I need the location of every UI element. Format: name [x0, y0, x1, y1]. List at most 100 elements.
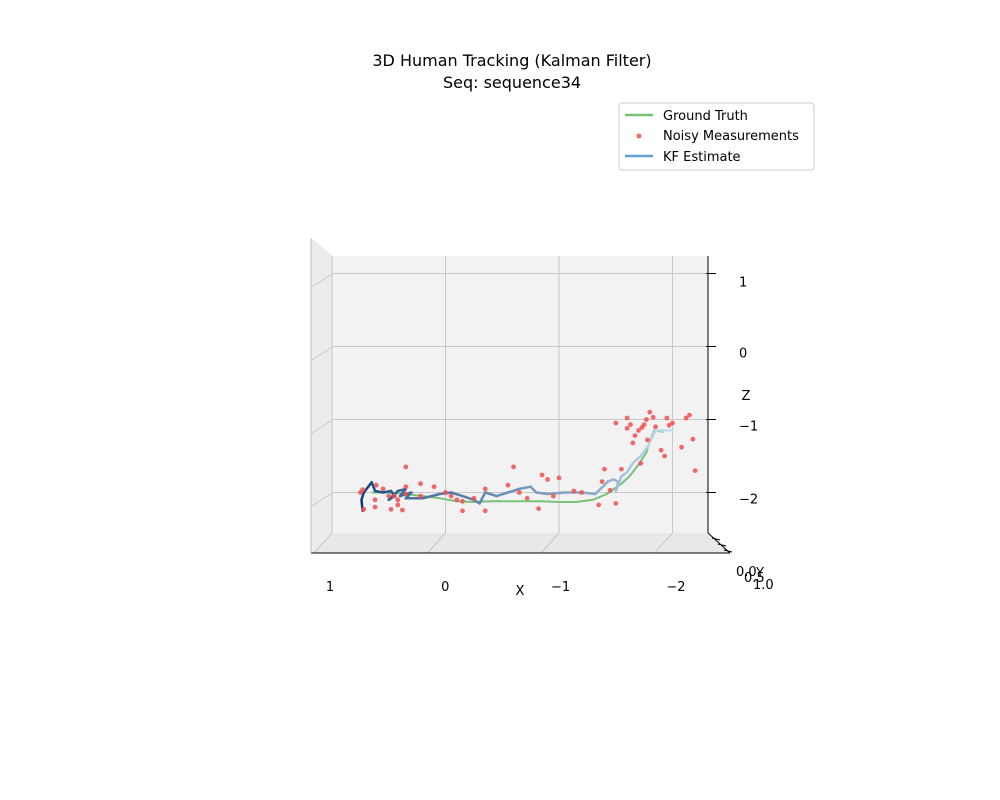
kf-estimate-segment	[535, 491, 549, 496]
z-tick-label: 1	[739, 276, 747, 291]
measurement-point	[372, 504, 378, 510]
chart-subtitle: Seq: sequence34	[443, 73, 581, 92]
measurement-point	[664, 415, 670, 421]
kf-estimate-segment	[478, 491, 487, 505]
measurement-point	[644, 417, 649, 422]
measurement-point	[647, 409, 653, 415]
chart-title: 3D Human Tracking (Kalman Filter)	[372, 51, 651, 70]
measurement-point	[607, 487, 613, 493]
measurement-point	[418, 493, 423, 499]
kf-estimate-segment	[495, 491, 510, 498]
grid-line-x-floor	[427, 532, 446, 554]
x-axis-label: X	[516, 584, 525, 599]
kf-estimate-segment	[650, 429, 657, 440]
measurement-point	[683, 415, 689, 421]
measurement-point	[613, 501, 619, 506]
axis-lines	[310, 238, 731, 554]
y-tick-label: 1.0	[753, 578, 774, 593]
grid-lines	[310, 256, 708, 554]
grid-line-x-floor	[540, 532, 560, 554]
kf-estimate-segment	[625, 462, 635, 474]
axis-ticks: 1 0 −1 −2 1 0 −1 −2	[326, 273, 758, 595]
legend-box	[618, 102, 815, 171]
measurement-point	[460, 508, 465, 514]
measurement-point	[403, 464, 409, 470]
back-pane	[333, 256, 708, 533]
measurement-point	[448, 493, 454, 499]
measurement-point	[392, 493, 397, 499]
measurement-point	[361, 506, 367, 512]
axes-panes	[311, 238, 730, 553]
x-tick-label: −2	[666, 580, 685, 595]
measurement-point	[545, 477, 550, 482]
measurement-point	[571, 488, 577, 494]
measurement-point	[556, 475, 562, 481]
measurement-point	[482, 508, 488, 514]
legend: Ground Truth Noisy Measurements KF Estim…	[618, 102, 815, 171]
measurement-point	[395, 502, 401, 508]
plot-series	[358, 409, 698, 514]
kf-estimate-segment	[639, 445, 649, 458]
measurement-point	[624, 425, 630, 431]
measurement-point	[471, 495, 477, 501]
kf-estimate-segment	[631, 454, 642, 465]
kf-estimate-segment	[646, 436, 654, 449]
y-tick-mark	[717, 543, 727, 547]
measurement-point	[403, 491, 409, 497]
measurement-point	[400, 507, 405, 513]
grid-line-x-floor	[313, 532, 333, 554]
y-tick-mark	[711, 537, 721, 541]
measurement-point	[380, 486, 386, 492]
x-tick-label: −1	[551, 580, 570, 595]
measurement-point	[360, 487, 365, 492]
measurement-point	[550, 493, 556, 499]
measurement-point	[636, 428, 641, 433]
kf-estimate-segment	[449, 491, 464, 498]
measurement-point	[687, 412, 692, 418]
measurement-point	[454, 497, 460, 503]
measurement-point	[524, 495, 530, 501]
z-tick-label: 0	[739, 347, 747, 362]
grid-line-z-left	[310, 492, 334, 507]
kf-estimate-segment	[529, 485, 538, 494]
grid-line-z-left	[310, 346, 334, 361]
kf-estimate-segment	[594, 486, 604, 496]
z-tick-label: −1	[739, 420, 758, 435]
measurement-point	[579, 490, 585, 495]
grid-line-x-floor	[654, 532, 673, 554]
legend-swatch-measurements	[636, 133, 642, 139]
kf-estimate-segment	[421, 492, 442, 500]
kf-estimate-segment	[381, 489, 393, 494]
z-tick-label: −2	[739, 493, 758, 508]
measurement-point	[596, 502, 602, 508]
measurement-point	[638, 460, 644, 466]
kf-estimate-segment	[360, 491, 366, 502]
kf-estimate-segment	[600, 480, 610, 489]
measurement-point	[482, 486, 488, 492]
measurement-point	[395, 497, 401, 503]
measurement-point	[632, 433, 638, 438]
kf-estimate-segment	[518, 485, 532, 491]
measurement-point	[650, 414, 656, 420]
measurement-point	[679, 444, 684, 450]
y-axis-line	[707, 532, 731, 554]
legend-label-kf-estimate: KF Estimate	[663, 150, 741, 165]
measurement-point	[536, 506, 541, 511]
measurement-point	[431, 484, 437, 490]
kf-estimate-segment	[506, 487, 521, 494]
measurement-point	[645, 437, 650, 443]
kf-estimate-segment	[483, 491, 498, 498]
kf-estimate-segment	[370, 481, 377, 493]
measurement-point	[511, 464, 516, 470]
x-tick-label: 1	[326, 580, 334, 595]
x-tick-label: 0	[441, 580, 449, 595]
grid-line-z-left	[310, 273, 334, 288]
measurement-point	[418, 481, 423, 487]
measurement-point	[630, 440, 636, 446]
measurement-point	[403, 484, 409, 490]
measurement-point	[692, 468, 698, 473]
measurement-point	[628, 422, 633, 427]
legend-label-ground-truth: Ground Truth	[663, 109, 748, 124]
y-tick-label: 0.0	[736, 565, 757, 580]
